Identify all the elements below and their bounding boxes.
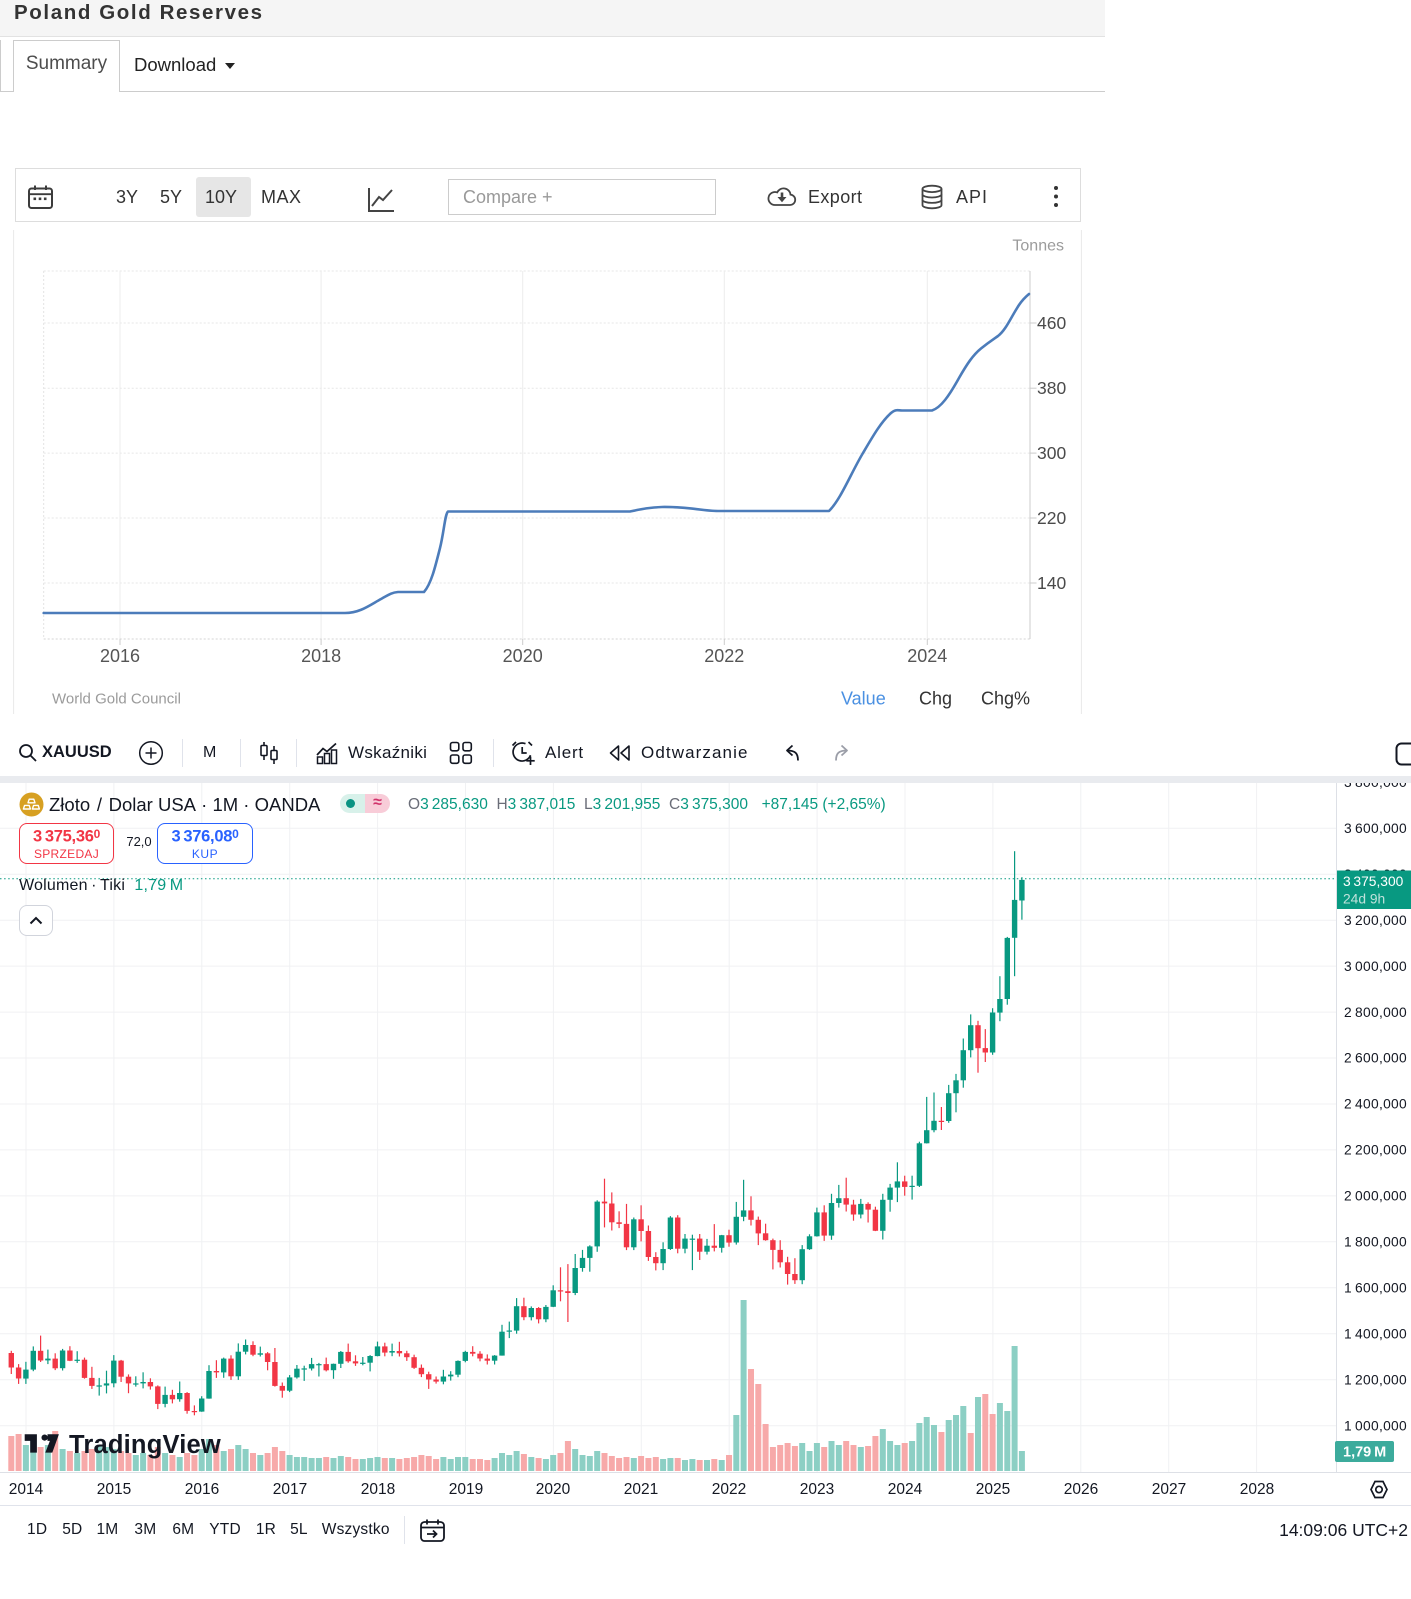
svg-text:Chg%: Chg% — [981, 689, 1030, 709]
svg-text:3 200,000: 3 200,000 — [1344, 913, 1407, 928]
svg-text:2016: 2016 — [100, 646, 140, 666]
svg-text:1,79 M: 1,79 M — [1343, 1445, 1386, 1461]
svg-text:300: 300 — [1037, 443, 1066, 463]
svg-text:TradingView: TradingView — [69, 1431, 221, 1459]
svg-text:140: 140 — [1037, 573, 1066, 593]
svg-text:Tonnes: Tonnes — [1012, 238, 1064, 255]
svg-text:220: 220 — [1037, 508, 1066, 528]
svg-text:2022: 2022 — [704, 646, 744, 666]
svg-text:2020: 2020 — [503, 646, 543, 666]
svg-text:2 000,000: 2 000,000 — [1344, 1189, 1407, 1204]
svg-text:World Gold Council: World Gold Council — [52, 691, 181, 708]
svg-text:2 600,000: 2 600,000 — [1344, 1051, 1407, 1066]
svg-text:460: 460 — [1037, 313, 1066, 333]
svg-text:380: 380 — [1037, 378, 1066, 398]
svg-text:Chg: Chg — [919, 689, 952, 709]
svg-text:3 000,000: 3 000,000 — [1344, 959, 1407, 974]
svg-text:Value: Value — [841, 689, 886, 709]
svg-text:2 400,000: 2 400,000 — [1344, 1097, 1407, 1112]
svg-text:1 000,000: 1 000,000 — [1344, 1418, 1407, 1433]
svg-text:1 200,000: 1 200,000 — [1344, 1372, 1407, 1387]
svg-text:2018: 2018 — [301, 646, 341, 666]
svg-text:3 800,000: 3 800,000 — [1344, 783, 1407, 790]
svg-text:2 200,000: 2 200,000 — [1344, 1143, 1407, 1158]
svg-text:1 800,000: 1 800,000 — [1344, 1235, 1407, 1250]
svg-text:3 375,300: 3 375,300 — [1343, 874, 1404, 889]
svg-text:3 600,000: 3 600,000 — [1344, 821, 1407, 836]
svg-text:2 800,000: 2 800,000 — [1344, 1005, 1407, 1020]
svg-text:24d 9h: 24d 9h — [1343, 892, 1385, 907]
svg-text:1 600,000: 1 600,000 — [1344, 1281, 1407, 1296]
svg-text:2024: 2024 — [907, 646, 947, 666]
svg-text:1 400,000: 1 400,000 — [1344, 1326, 1407, 1341]
